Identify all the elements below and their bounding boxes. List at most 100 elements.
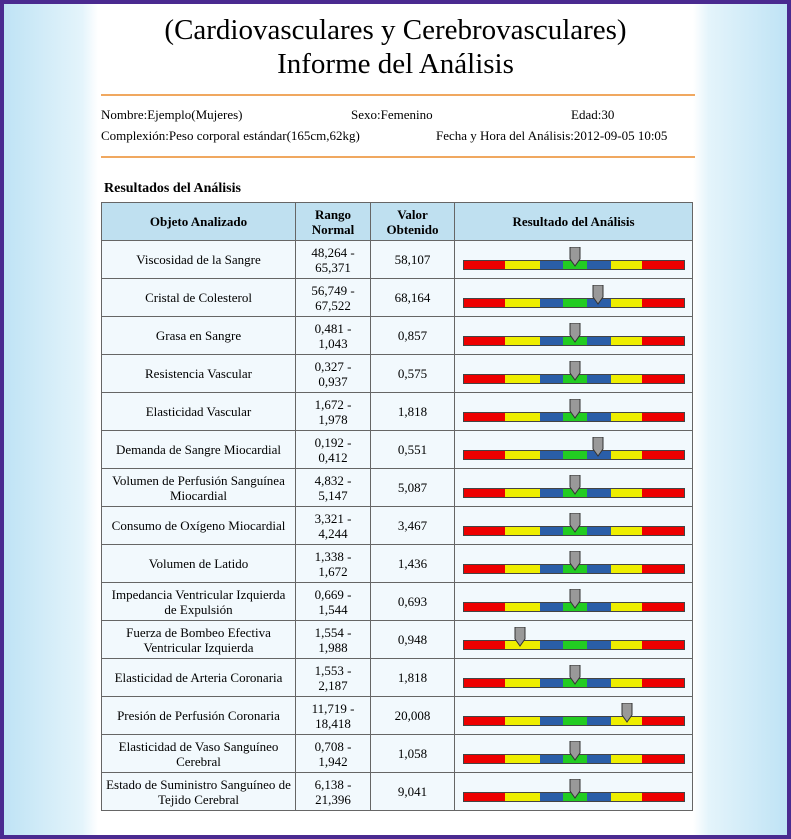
normal-range: 1,338 - 1,672 bbox=[295, 544, 371, 583]
table-row: Impedancia Ventricular Izquierda de Expu… bbox=[101, 582, 693, 621]
gauge-marker bbox=[569, 778, 581, 799]
header-row: Objeto Analizado Rango Normal Valor Obteni… bbox=[101, 202, 693, 241]
gauge-marker bbox=[569, 474, 581, 495]
info-name: Nombre:Ejemplo(Mujeres) bbox=[101, 107, 243, 122]
gauge-segment bbox=[539, 564, 563, 573]
gauge-segment bbox=[587, 260, 612, 269]
gauge-segment bbox=[463, 450, 506, 459]
gauge bbox=[462, 550, 685, 577]
title: (Cardiovasculares y Cerebrovasculares) bbox=[164, 14, 627, 46]
table-row: Viscosidad de la Sangre 48,264 - 65,371 58… bbox=[101, 240, 693, 279]
gauge-segment bbox=[463, 298, 506, 307]
gauge-segment bbox=[641, 336, 684, 345]
gauge-marker bbox=[569, 740, 581, 761]
gauge-segment bbox=[562, 640, 588, 649]
normal-range: 56,749 - 67,522 bbox=[295, 278, 371, 317]
result-gauge-cell bbox=[454, 240, 693, 279]
gauge-marker bbox=[569, 246, 581, 267]
gauge-segment bbox=[587, 526, 612, 535]
marker-icon bbox=[592, 284, 603, 305]
result-gauge-cell bbox=[454, 278, 693, 317]
result-gauge-cell bbox=[454, 696, 693, 735]
item-name: Presión de Perfusión Coronaria bbox=[101, 696, 296, 735]
table-row: Demanda de Sangre Miocardial 0,192 - 0,41… bbox=[101, 430, 693, 469]
table-row: Volumen de Perfusión Sanguínea Miocardia… bbox=[101, 468, 693, 507]
normal-range: 1,554 - 1,988 bbox=[295, 620, 371, 659]
gauge-bar bbox=[462, 715, 685, 726]
gauge-segment bbox=[562, 716, 588, 725]
gauge-segment bbox=[539, 374, 563, 383]
marker-icon bbox=[569, 664, 580, 685]
gauge-segment bbox=[539, 640, 563, 649]
gauge bbox=[462, 360, 685, 387]
result-gauge-cell bbox=[454, 316, 693, 355]
table-row: Elasticidad de Vaso Sanguíneo Cerebral 0,… bbox=[101, 734, 693, 773]
gauge-segment bbox=[505, 488, 540, 497]
gauge-segment bbox=[641, 488, 684, 497]
gauge-segment bbox=[505, 716, 540, 725]
gauge-segment bbox=[641, 716, 684, 725]
result-gauge-cell bbox=[454, 582, 693, 621]
gauge-marker bbox=[569, 550, 581, 571]
marker-icon bbox=[621, 702, 632, 723]
table-row: Consumo de Oxígeno Miocardial 3,321 - 4,2… bbox=[101, 506, 693, 545]
gauge-segment bbox=[641, 374, 684, 383]
gauge-segment bbox=[539, 488, 563, 497]
gauge-segment bbox=[611, 792, 642, 801]
gauge-segment bbox=[611, 678, 642, 687]
gauge-segment bbox=[463, 336, 506, 345]
gauge-segment bbox=[463, 374, 506, 383]
item-name: Elasticidad de Arteria Coronaria bbox=[101, 658, 296, 697]
normal-range: 11,719 - 18,418 bbox=[295, 696, 371, 735]
gauge-segment bbox=[505, 336, 540, 345]
gauge bbox=[462, 664, 685, 691]
gauge-marker bbox=[592, 436, 604, 457]
result-gauge-cell bbox=[454, 430, 693, 469]
obtained-value: 3,467 bbox=[370, 506, 455, 545]
obtained-value: 0,857 bbox=[370, 316, 455, 355]
gauge-segment bbox=[641, 260, 684, 269]
item-name: Resistencia Vascular bbox=[101, 354, 296, 393]
gauge-segment bbox=[587, 602, 612, 611]
gauge-segment bbox=[505, 564, 540, 573]
normal-range: 4,832 - 5,147 bbox=[295, 468, 371, 507]
gauge-segment bbox=[539, 450, 563, 459]
results-table: Objeto Analizado Rango Normal Valor Obteni… bbox=[101, 202, 693, 811]
gauge-segment bbox=[539, 336, 563, 345]
gauge-segment bbox=[641, 564, 684, 573]
gauge bbox=[462, 436, 685, 463]
gauge-segment bbox=[587, 298, 612, 307]
normal-range: 0,192 - 0,412 bbox=[295, 430, 371, 469]
gauge-segment bbox=[611, 450, 642, 459]
marker-icon bbox=[569, 588, 580, 609]
column-header: Valor Obtenido bbox=[370, 202, 455, 241]
gauge-marker bbox=[569, 664, 581, 685]
gauge bbox=[462, 322, 685, 349]
gauge-marker bbox=[514, 626, 526, 647]
obtained-value: 1,436 bbox=[370, 544, 455, 583]
gauge-segment bbox=[587, 678, 612, 687]
gauge-segment bbox=[587, 716, 612, 725]
normal-range: 0,327 - 0,937 bbox=[295, 354, 371, 393]
divider bbox=[101, 156, 695, 158]
gauge-segment bbox=[505, 260, 540, 269]
table-row: Volumen de Latido 1,338 - 1,672 1,436 bbox=[101, 544, 693, 583]
gauge-segment bbox=[463, 716, 506, 725]
gauge-segment bbox=[539, 526, 563, 535]
obtained-value: 5,087 bbox=[370, 468, 455, 507]
table-row: Cristal de Colesterol 56,749 - 67,522 68,1… bbox=[101, 278, 693, 317]
table-title: Resultados del Análisis bbox=[104, 181, 241, 196]
gauge-marker bbox=[621, 702, 633, 723]
gauge-segment bbox=[587, 488, 612, 497]
table-body: Viscosidad de la Sangre 48,264 - 65,371 58… bbox=[101, 240, 693, 811]
gauge-segment bbox=[463, 754, 506, 763]
item-name: Cristal de Colesterol bbox=[101, 278, 296, 317]
result-gauge-cell bbox=[454, 734, 693, 773]
gauge-segment bbox=[641, 678, 684, 687]
marker-icon bbox=[569, 322, 580, 343]
gauge-segment bbox=[611, 374, 642, 383]
info-sex: Sexo:Femenino bbox=[351, 107, 433, 122]
gauge-segment bbox=[611, 336, 642, 345]
gauge-segment bbox=[562, 450, 588, 459]
gauge bbox=[462, 626, 685, 653]
